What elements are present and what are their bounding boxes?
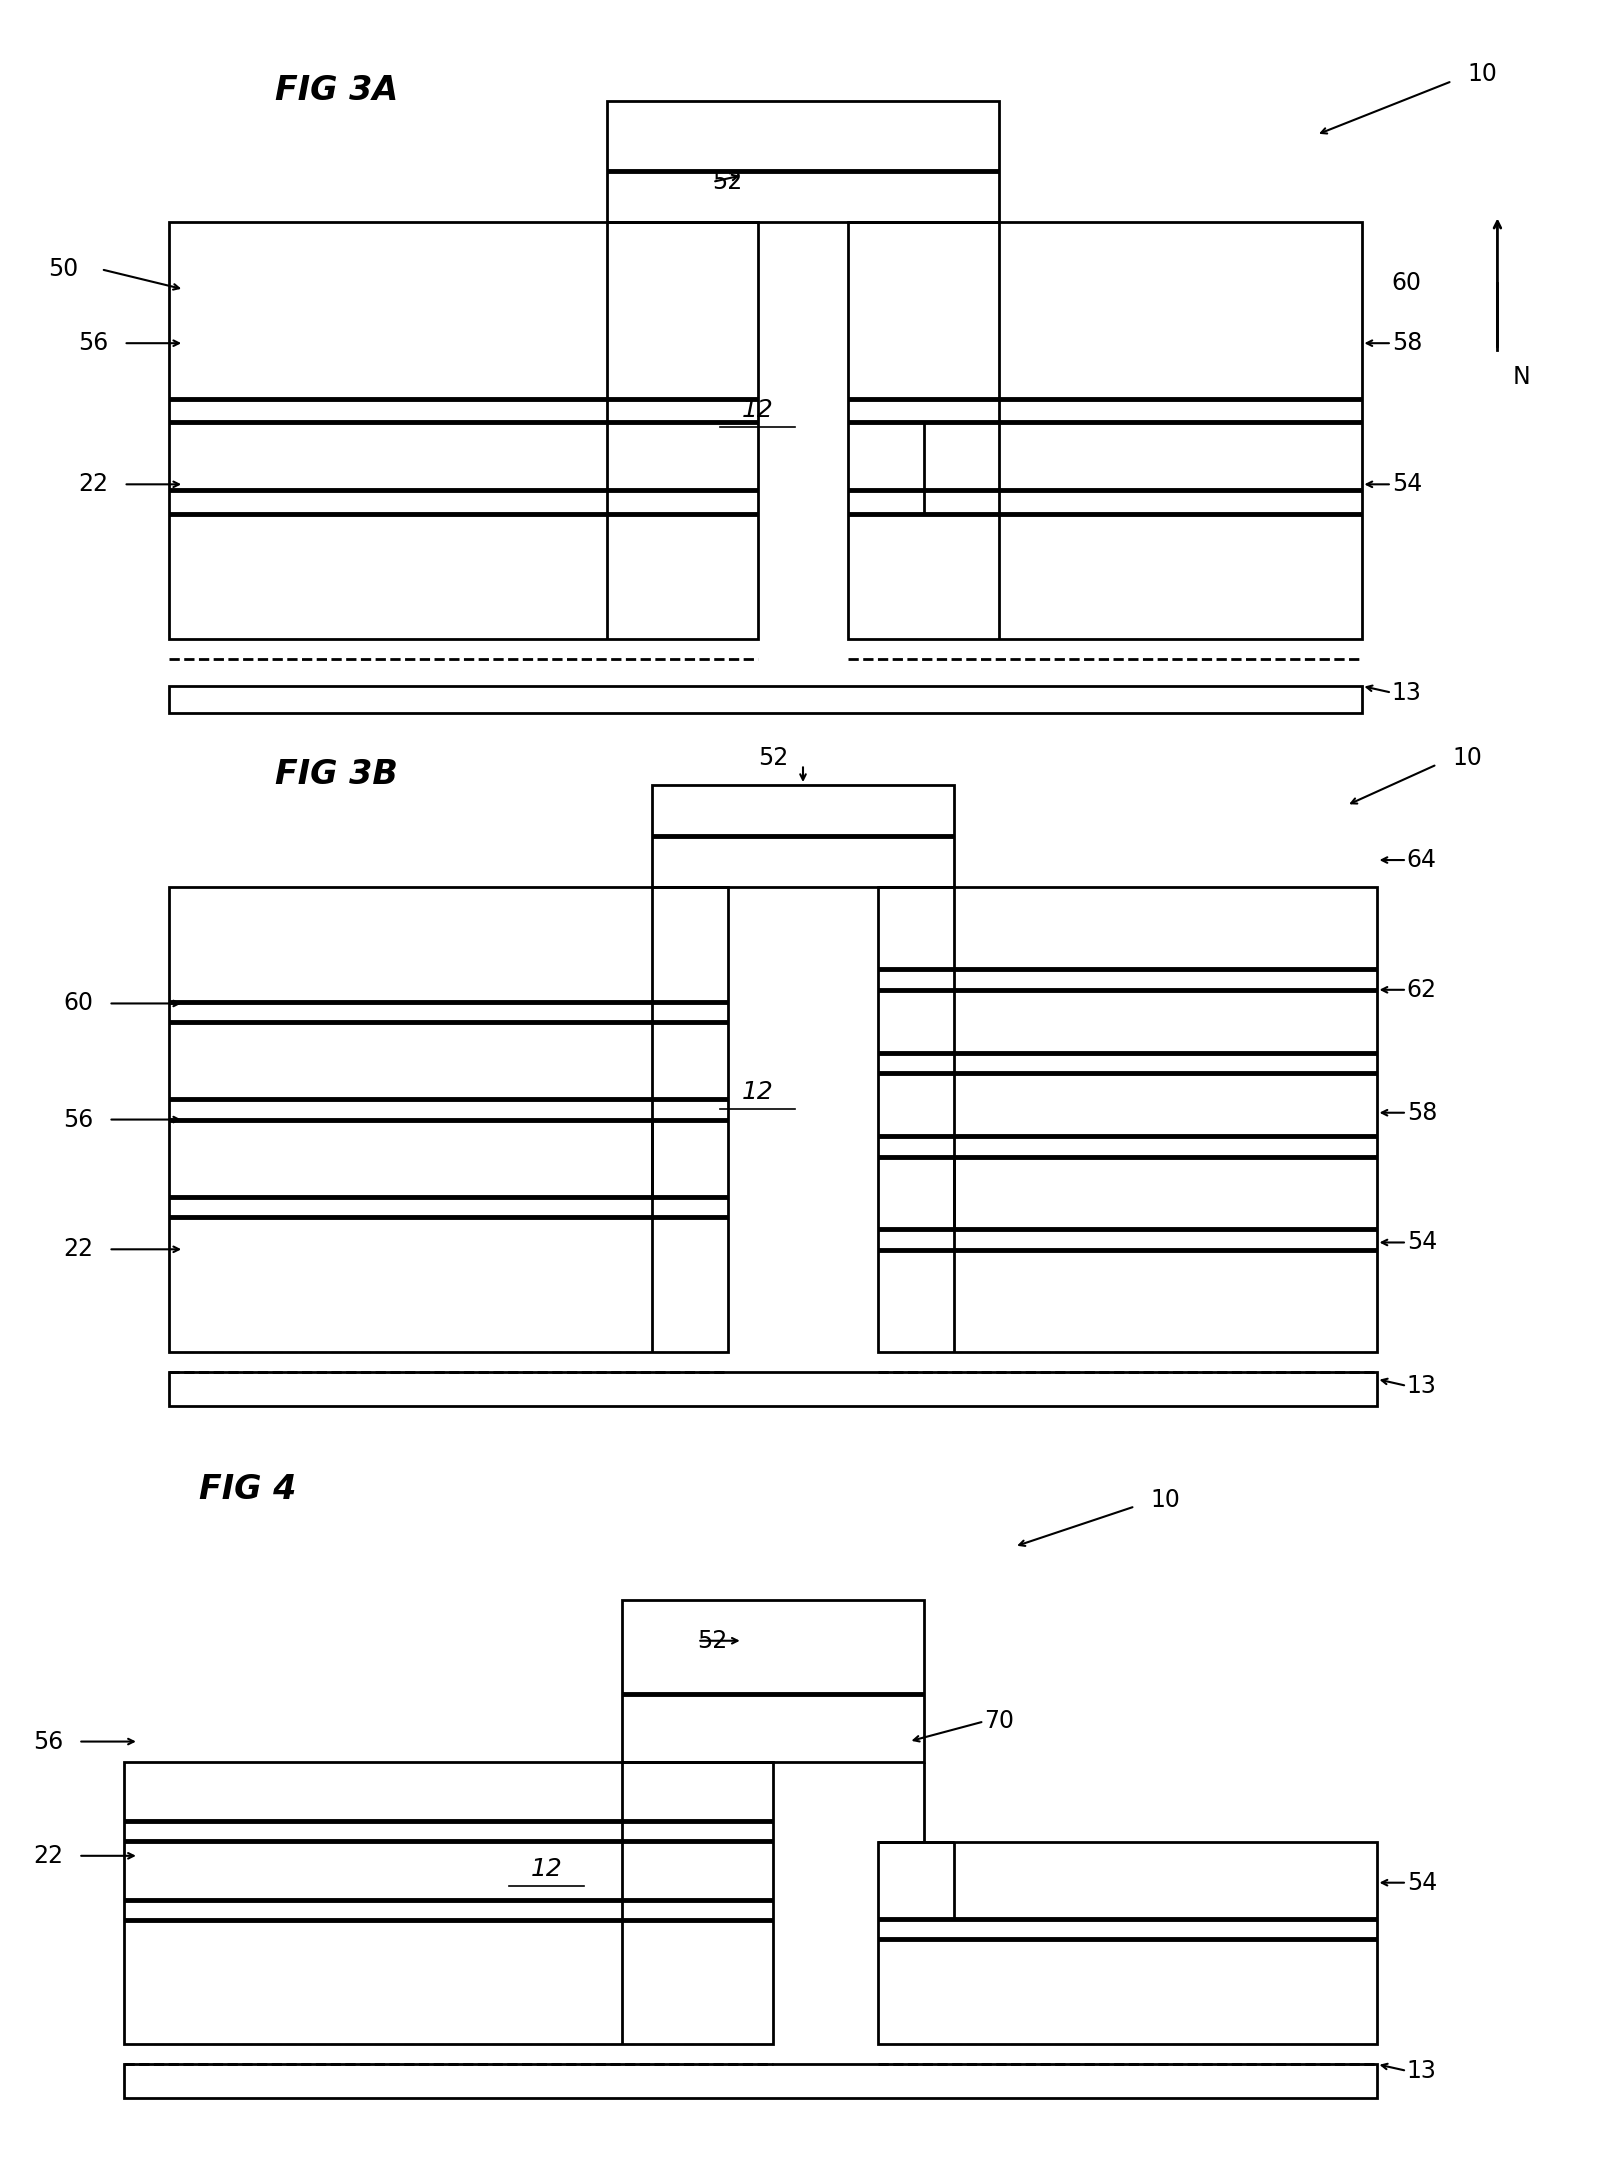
- Text: 56: 56: [34, 1730, 63, 1754]
- Text: 22: 22: [79, 473, 109, 496]
- Text: FIG 3B: FIG 3B: [274, 757, 398, 791]
- Text: 58: 58: [1392, 332, 1422, 356]
- Bar: [169, 887, 727, 1353]
- Text: 13: 13: [1406, 2060, 1436, 2083]
- Text: 60: 60: [64, 991, 93, 1015]
- Bar: [878, 887, 1375, 1353]
- Text: 13: 13: [1406, 1375, 1436, 1398]
- Text: 13: 13: [1392, 681, 1420, 705]
- Text: 52: 52: [758, 746, 788, 770]
- Text: 12: 12: [530, 1858, 562, 1882]
- Text: 54: 54: [1406, 1231, 1436, 1255]
- Text: 10: 10: [1149, 1487, 1180, 1511]
- Bar: [169, 685, 1361, 713]
- Bar: [607, 102, 998, 221]
- Text: 60: 60: [1392, 271, 1420, 295]
- Bar: [652, 785, 953, 887]
- Text: 54: 54: [1406, 1871, 1436, 1895]
- Text: 62: 62: [1406, 978, 1436, 1002]
- Text: N: N: [1512, 364, 1530, 388]
- Bar: [124, 1763, 772, 2044]
- Text: 56: 56: [63, 1108, 93, 1132]
- Bar: [169, 1372, 1375, 1407]
- Text: 10: 10: [1467, 63, 1496, 87]
- Bar: [124, 2064, 1375, 2099]
- Text: 70: 70: [984, 1708, 1013, 1734]
- Bar: [621, 1600, 923, 1763]
- Text: FIG 3A: FIG 3A: [274, 74, 398, 108]
- Bar: [878, 1843, 1375, 2044]
- Text: FIG 4: FIG 4: [199, 1472, 297, 1507]
- Bar: [169, 221, 758, 640]
- Text: 10: 10: [1451, 746, 1481, 770]
- Text: 52: 52: [697, 1628, 727, 1652]
- Text: 22: 22: [34, 1843, 63, 1869]
- Text: 52: 52: [713, 169, 742, 193]
- Text: 64: 64: [1406, 848, 1436, 872]
- Text: 22: 22: [64, 1238, 93, 1262]
- Text: 12: 12: [742, 399, 774, 423]
- Text: 54: 54: [1392, 473, 1420, 496]
- Text: 56: 56: [79, 332, 109, 356]
- Text: 50: 50: [48, 258, 79, 282]
- Text: 12: 12: [742, 1080, 774, 1104]
- Text: 58: 58: [1406, 1101, 1436, 1125]
- Bar: [847, 221, 1361, 640]
